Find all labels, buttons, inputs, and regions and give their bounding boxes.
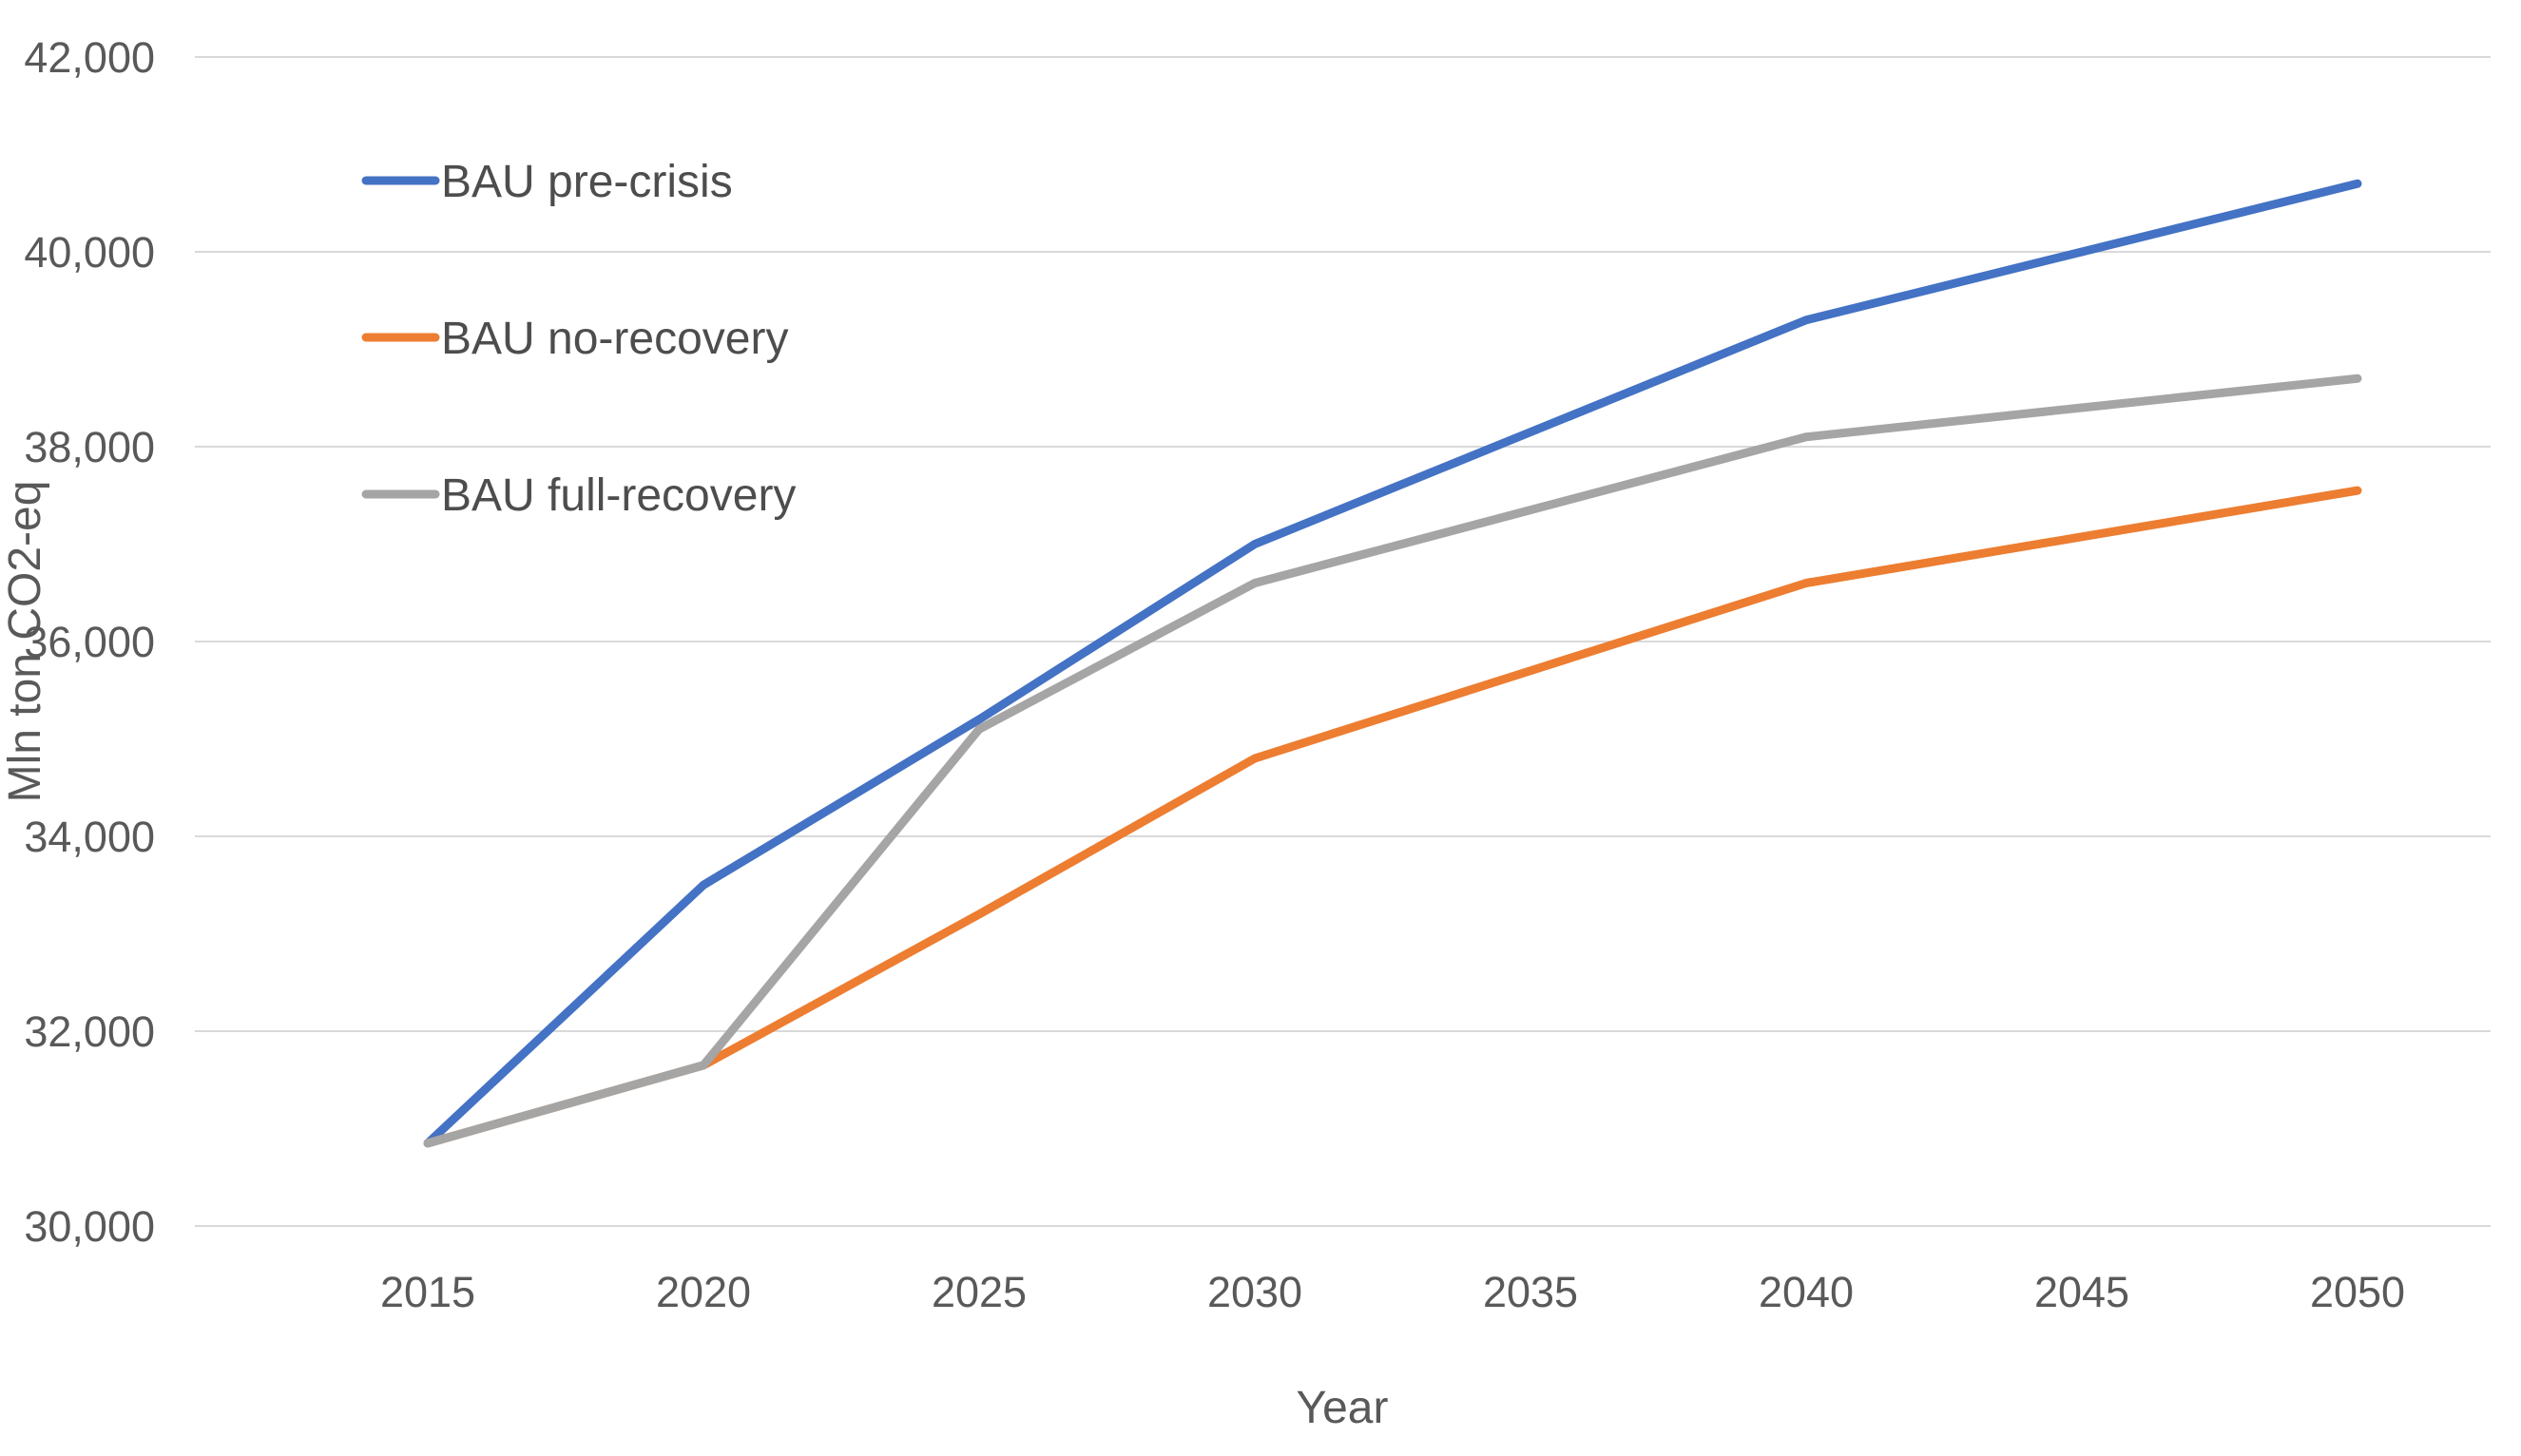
legend-item-bau-pre-crisis: BAU pre-crisis <box>361 157 733 207</box>
legend-item-bau-full-recovery: BAU full-recovery <box>361 470 796 521</box>
y-axis-title: Mln ton CO2-eq <box>0 481 50 803</box>
legend: BAU pre-crisis BAU no-recovery BAU full-re… <box>361 157 796 521</box>
x-tick-label: 2020 <box>656 1268 751 1316</box>
y-tick-label: 32,000 <box>24 1007 155 1056</box>
gridline-group <box>195 56 2491 1227</box>
y-tick-label: 34,000 <box>24 813 155 861</box>
x-tick-label: 2045 <box>2034 1268 2129 1316</box>
series-lines-group <box>423 179 2362 1148</box>
series-line-bau-full-recovery <box>423 374 2362 1148</box>
legend-item-bau-no-recovery: BAU no-recovery <box>361 314 788 364</box>
y-tick-label: 40,000 <box>24 228 155 277</box>
x-axis-title: Year <box>1297 1383 1389 1433</box>
x-tick-label: 2050 <box>2310 1268 2405 1316</box>
y-tick-label: 36,000 <box>24 618 155 666</box>
x-axis-tick-labels: 2015 2020 2025 2030 2035 2040 2045 2050 <box>380 1268 2405 1316</box>
y-tick-label: 42,000 <box>24 33 155 82</box>
x-tick-label: 2030 <box>1207 1268 1302 1316</box>
legend-label-bau-full-recovery: BAU full-recovery <box>441 470 796 521</box>
x-tick-label: 2040 <box>1759 1268 1854 1316</box>
x-tick-label: 2025 <box>932 1268 1027 1316</box>
y-axis-tick-labels: 30,000 32,000 34,000 36,000 38,000 40,000 42,0… <box>24 33 155 1251</box>
y-tick-label: 30,000 <box>24 1202 155 1251</box>
series-line-bau-no-recovery <box>423 486 2362 1148</box>
x-tick-label: 2035 <box>1483 1268 1578 1316</box>
legend-label-bau-pre-crisis: BAU pre-crisis <box>441 157 733 207</box>
x-tick-label: 2015 <box>380 1268 475 1316</box>
y-tick-label: 38,000 <box>24 423 155 471</box>
legend-label-bau-no-recovery: BAU no-recovery <box>441 314 788 364</box>
series-line-bau-pre-crisis <box>423 179 2362 1148</box>
